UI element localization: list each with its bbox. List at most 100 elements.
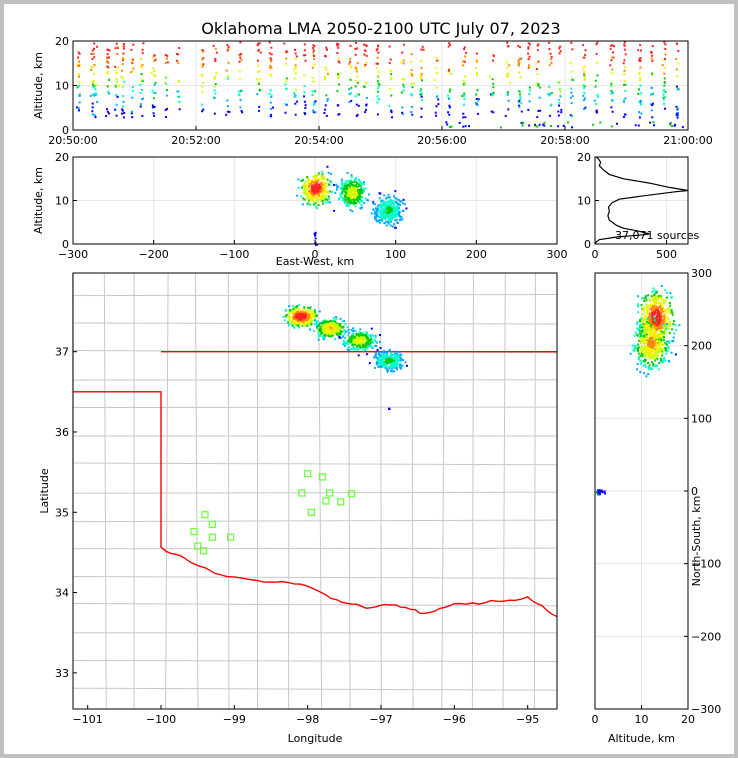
time-height-source: [447, 68, 450, 71]
ns-source: [660, 303, 663, 306]
map-source: [333, 338, 336, 341]
y-tick-label: 36: [55, 426, 69, 439]
lma-station: [201, 511, 209, 519]
time-height-source: [400, 91, 403, 94]
time-height-source: [256, 78, 259, 81]
ew-source: [380, 203, 383, 206]
ns-source: [656, 310, 659, 313]
time-height-source: [464, 75, 467, 78]
ns-source: [597, 493, 600, 496]
map-source: [336, 323, 339, 326]
time-height-source: [550, 103, 553, 106]
ns-source: [651, 320, 654, 323]
time-height-source: [78, 75, 81, 78]
time-height-source: [475, 66, 478, 69]
ns-source: [657, 354, 660, 357]
time-height-source: [447, 45, 450, 48]
lma-station: [194, 542, 202, 550]
ew-source: [323, 177, 326, 180]
ew-source: [345, 198, 348, 201]
time-height-source: [122, 57, 125, 60]
map-source: [329, 332, 332, 335]
time-height-source: [257, 43, 260, 46]
ns-source: [645, 349, 648, 352]
ew-source: [356, 198, 359, 201]
time-height-source: [78, 94, 81, 97]
ew-source: [359, 180, 362, 183]
time-height-source: [420, 75, 423, 78]
ew-source: [302, 190, 305, 193]
time-height-source: [651, 102, 654, 105]
ew-source: [342, 197, 345, 200]
lma-station: [348, 490, 356, 498]
time-height-source: [543, 121, 546, 124]
time-height-source: [676, 75, 679, 78]
map-source: [320, 325, 323, 328]
ns-source: [650, 340, 653, 343]
map-source: [328, 324, 331, 327]
time-height-source: [311, 66, 314, 69]
time-height-source: [402, 59, 405, 62]
time-height-source: [650, 93, 653, 96]
ns-source: [655, 352, 658, 355]
ns-source: [645, 317, 648, 320]
time-height-source: [91, 86, 94, 89]
ew-source: [353, 184, 356, 187]
time-height-source: [228, 110, 231, 113]
ew-source: [401, 202, 404, 205]
time-height-source: [350, 99, 353, 102]
ns-source: [659, 349, 662, 352]
ns-source: [651, 361, 654, 364]
ew-source: [375, 219, 378, 222]
map-source: [322, 338, 325, 341]
ew-source: [370, 212, 373, 215]
time-height-source: [132, 67, 135, 70]
time-height-source: [663, 80, 666, 83]
time-height-source: [539, 109, 542, 112]
ns-source: [595, 490, 598, 493]
time-height-source: [177, 95, 180, 98]
time-height-source: [571, 70, 574, 73]
time-height-source: [663, 89, 666, 92]
ns-source: [651, 313, 654, 316]
ew-source: [388, 204, 391, 207]
time-height-source: [594, 79, 597, 82]
ns-source: [653, 318, 656, 321]
ns-source: [653, 322, 656, 325]
time-height-source: [270, 94, 273, 97]
ns-source: [665, 296, 668, 299]
ns-source: [643, 352, 646, 355]
time-height-source: [435, 105, 438, 108]
map-source: [368, 345, 371, 348]
time-height-source: [140, 103, 143, 106]
ns-source: [652, 362, 655, 365]
time-height-source: [527, 66, 530, 69]
map-source: [311, 320, 314, 323]
time-height-source: [122, 59, 125, 62]
map-source: [309, 320, 312, 323]
map-source: [352, 343, 355, 346]
map-source: [381, 362, 384, 365]
time-height-source: [239, 56, 242, 59]
ew-source: [384, 201, 387, 204]
map-source: [294, 323, 297, 326]
map-source: [360, 334, 363, 337]
ns-source: [664, 319, 667, 322]
ns-source: [660, 325, 663, 328]
ns-source: [663, 316, 666, 319]
map-source: [339, 332, 342, 335]
time-height-source: [336, 73, 339, 76]
time-height-source: [201, 91, 204, 94]
time-height-source: [311, 94, 314, 97]
ns-source: [649, 331, 652, 334]
time-height-source: [294, 66, 297, 69]
map-source: [330, 322, 333, 325]
ns-source: [649, 352, 652, 355]
time-height-source: [153, 114, 156, 117]
ns-source: [661, 322, 664, 325]
ew-source: [331, 191, 334, 194]
map-source: [359, 341, 362, 344]
ns-source: [668, 306, 671, 309]
map-source: [288, 311, 291, 314]
ew-source: [359, 189, 362, 192]
